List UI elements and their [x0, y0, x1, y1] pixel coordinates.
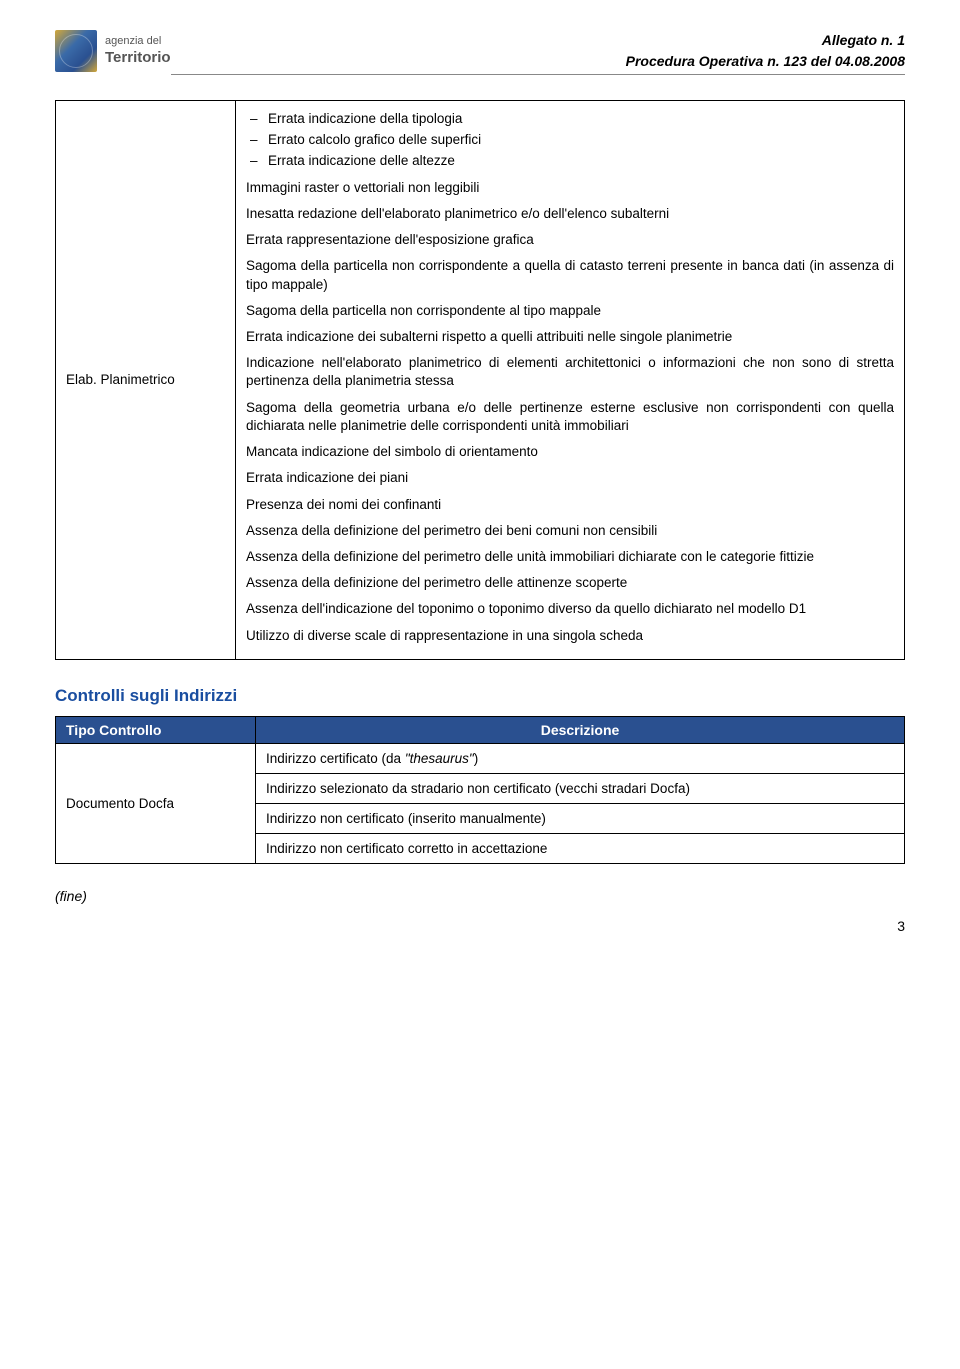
elab-item: Sagoma della particella non corrisponden…: [246, 257, 894, 293]
indirizzi-desc: Indirizzo non certificato (inserito manu…: [256, 803, 905, 833]
elab-bullets: Errata indicazione della tipologia Errat…: [246, 110, 894, 171]
agency-line1: agenzia del: [105, 35, 171, 48]
procedura-label: Procedura Operativa n. 123 del 04.08.200…: [171, 51, 905, 72]
indirizzi-heading: Controlli sugli Indirizzi: [55, 686, 905, 706]
table-row: Documento Docfa Indirizzo certificato (d…: [56, 743, 905, 773]
elab-item: Presenza dei nomi dei confinanti: [246, 496, 894, 514]
allegato-label: Allegato n. 1: [171, 30, 905, 51]
col-tipo-controllo: Tipo Controllo: [56, 716, 256, 743]
header-right: Allegato n. 1 Procedura Operativa n. 123…: [171, 30, 905, 75]
logo-block: agenzia del Territorio: [55, 30, 171, 72]
indirizzi-row-label: Documento Docfa: [56, 743, 256, 863]
elab-item: Indicazione nell'elaborato planimetrico …: [246, 354, 894, 390]
elab-item: Errata rappresentazione dell'esposizione…: [246, 231, 894, 249]
desc-suffix: ): [474, 751, 479, 766]
indirizzi-desc: Indirizzo non certificato corretto in ac…: [256, 833, 905, 863]
elab-table: Elab. Planimetrico Errata indicazione de…: [55, 100, 905, 660]
page-number: 3: [55, 918, 905, 934]
table-header-row: Tipo Controllo Descrizione: [56, 716, 905, 743]
indirizzi-table: Tipo Controllo Descrizione Documento Doc…: [55, 716, 905, 864]
elab-item: Errata indicazione dei piani: [246, 469, 894, 487]
desc-italic: "thesaurus": [405, 751, 474, 766]
page: agenzia del Territorio Allegato n. 1 Pro…: [0, 0, 960, 954]
elab-item: Mancata indicazione del simbolo di orien…: [246, 443, 894, 461]
elab-item: Sagoma della particella non corrisponden…: [246, 302, 894, 320]
elab-item: Assenza della definizione del perimetro …: [246, 522, 894, 540]
agency-line2: Territorio: [105, 49, 171, 67]
elab-item: Assenza della definizione del perimetro …: [246, 574, 894, 592]
elab-bullet: Errato calcolo grafico delle superfici: [268, 131, 894, 149]
elab-item: Inesatta redazione dell'elaborato planim…: [246, 205, 894, 223]
elab-item: Assenza della definizione del perimetro …: [246, 548, 894, 566]
elab-item: Utilizzo di diverse scale di rappresenta…: [246, 627, 894, 645]
elab-item: Immagini raster o vettoriali non leggibi…: [246, 179, 894, 197]
elab-row-label: Elab. Planimetrico: [56, 101, 236, 660]
agency-name: agenzia del Territorio: [105, 35, 171, 66]
page-header: agenzia del Territorio Allegato n. 1 Pro…: [55, 30, 905, 75]
col-descrizione: Descrizione: [256, 716, 905, 743]
elab-item: Errata indicazione dei subalterni rispet…: [246, 328, 894, 346]
elab-bullet: Errata indicazione della tipologia: [268, 110, 894, 128]
fine-label: (fine): [55, 888, 905, 904]
elab-item: Sagoma della geometria urbana e/o delle …: [246, 399, 894, 435]
indirizzi-desc: Indirizzo selezionato da stradario non c…: [256, 773, 905, 803]
elab-content-cell: Errata indicazione della tipologia Errat…: [236, 101, 905, 660]
agency-logo-icon: [55, 30, 97, 72]
elab-item: Assenza dell'indicazione del toponimo o …: [246, 600, 894, 618]
header-divider: [171, 74, 905, 75]
elab-bullet: Errata indicazione delle altezze: [268, 152, 894, 170]
desc-prefix: Indirizzo certificato (da: [266, 751, 405, 766]
indirizzi-desc: Indirizzo certificato (da "thesaurus"): [256, 743, 905, 773]
